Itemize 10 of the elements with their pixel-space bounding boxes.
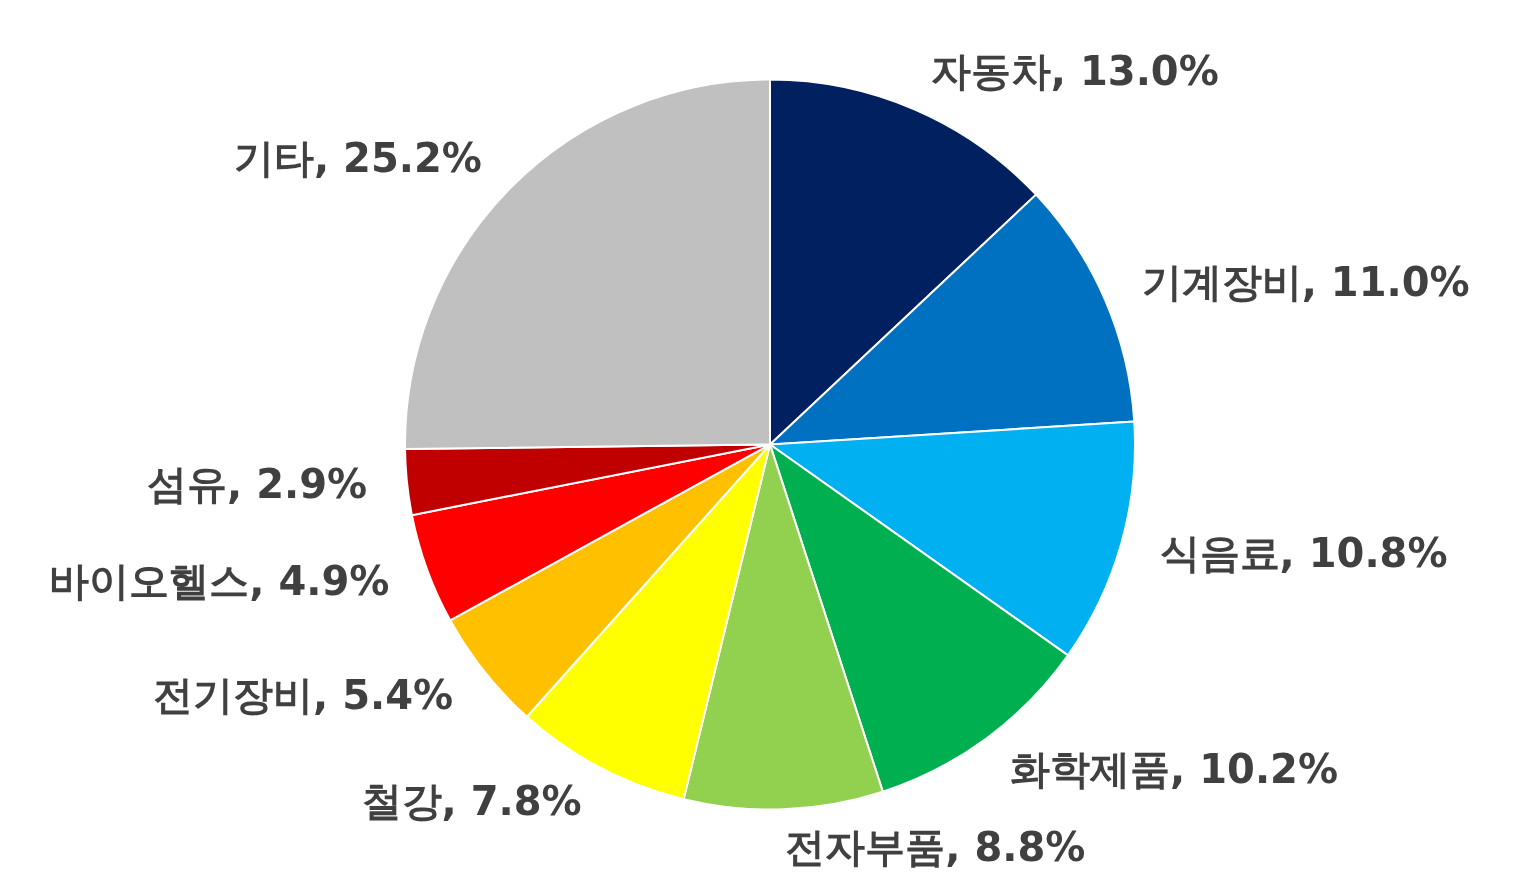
slice-label: 바이오헬스, 4.9% [49,557,390,604]
slice-label: 섬유, 2.9% [147,461,368,508]
slice-label: 화학제품, 10.2% [1010,745,1338,792]
slice-label: 기타, 25.2% [233,134,482,181]
slice-label: 철강, 7.8% [361,778,582,825]
slice-label: 기계장비, 11.0% [1141,258,1470,305]
slice-label: 자동차, 13.0% [930,47,1219,94]
slice-label: 전기장비, 5.4% [153,671,454,718]
slice-label: 전자부품, 8.8% [785,824,1086,871]
slice-label: 식음료, 10.8% [1159,530,1448,577]
